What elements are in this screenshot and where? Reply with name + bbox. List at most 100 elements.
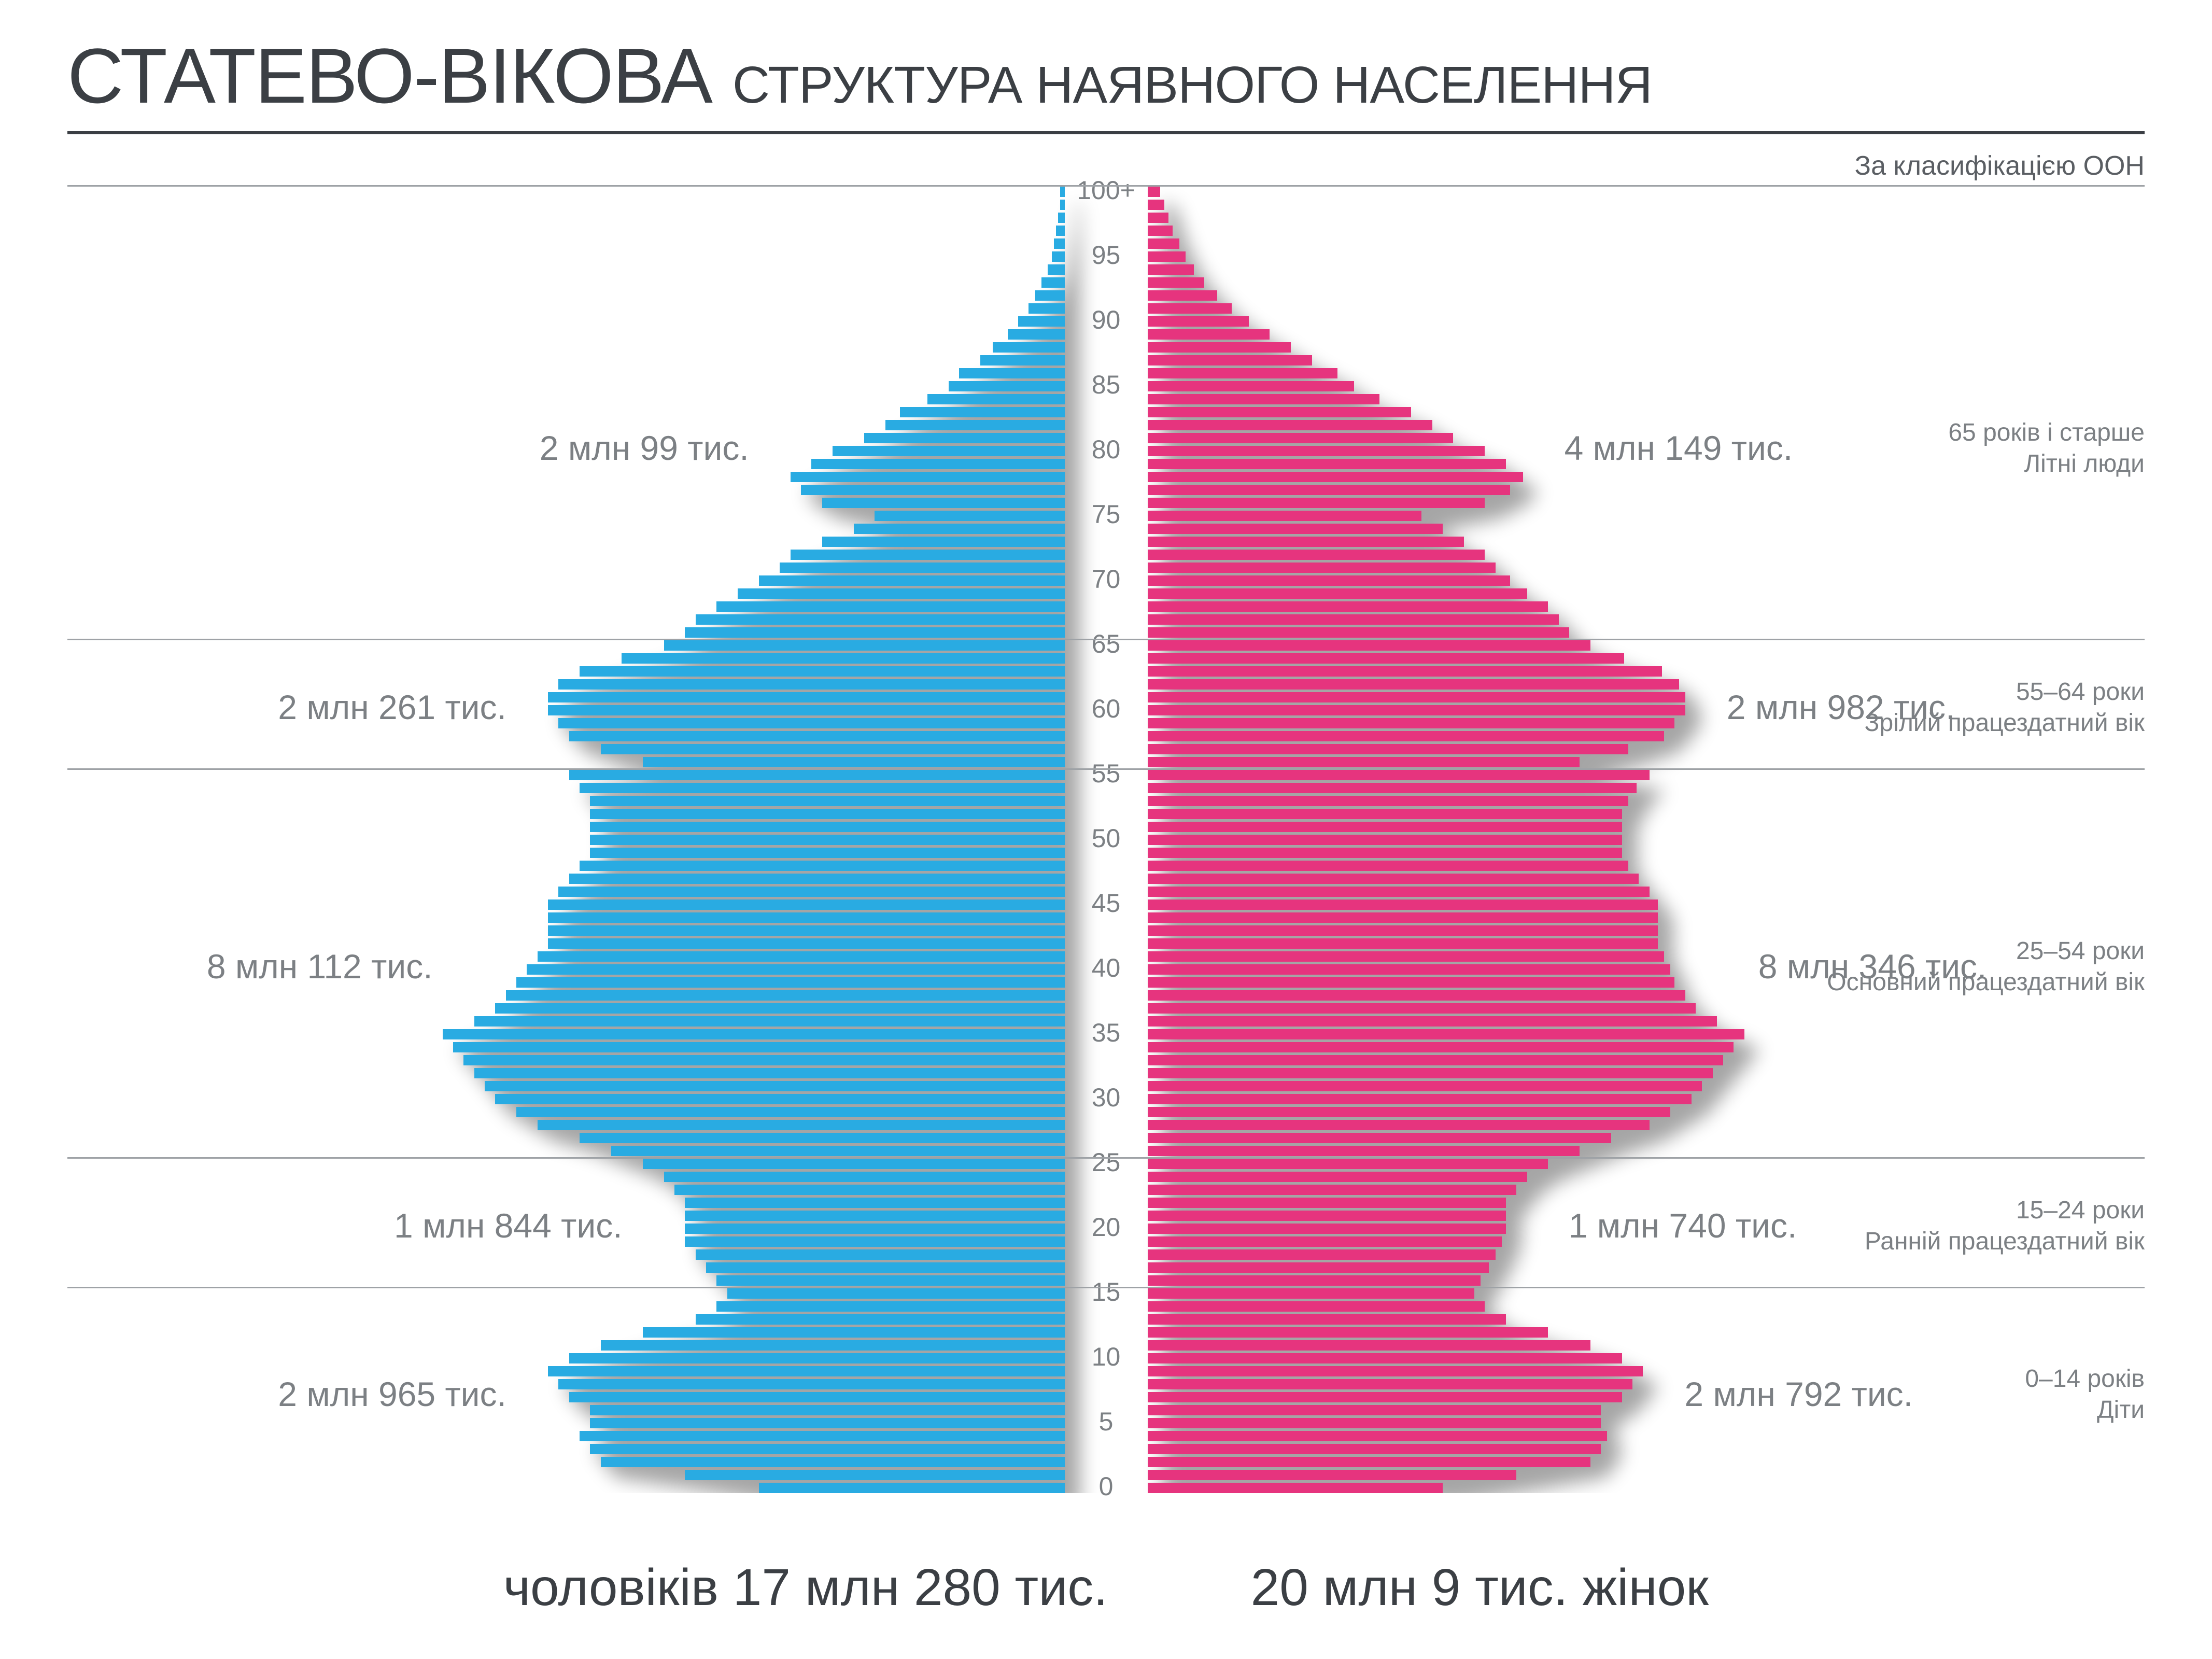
female-bar	[1148, 498, 1485, 508]
male-bar	[601, 1340, 1065, 1351]
female-bar	[1148, 887, 1650, 897]
female-bar	[1148, 744, 1628, 754]
female-bar	[1148, 757, 1580, 767]
male-bar	[1028, 303, 1064, 314]
age-tick-label: 25	[1067, 1147, 1145, 1177]
female-bar	[1148, 368, 1337, 378]
age-tick-label: 100+	[1067, 175, 1145, 205]
female-bar	[1148, 1146, 1580, 1156]
female-bar	[1148, 1301, 1485, 1312]
female-bar	[1148, 524, 1443, 534]
female-bar	[1148, 1016, 1717, 1027]
male-bar	[674, 1185, 1065, 1195]
female-bar	[1148, 1288, 1475, 1299]
female-bar	[1148, 1366, 1643, 1376]
male-bar	[685, 627, 1064, 638]
female-bar	[1148, 213, 1169, 223]
male-bar	[993, 342, 1064, 353]
male-group-total: 2 млн 99 тис.	[540, 428, 749, 468]
male-bar	[780, 563, 1064, 573]
female-bar	[1148, 575, 1511, 586]
female-bar	[1148, 1379, 1633, 1389]
male-bar	[1056, 226, 1064, 236]
female-bar	[1148, 1444, 1601, 1454]
female-bar	[1148, 938, 1658, 949]
female-bar	[1148, 1029, 1744, 1039]
female-bar	[1148, 718, 1675, 728]
male-bar	[716, 1301, 1064, 1312]
male-bar	[927, 394, 1064, 404]
age-tick-label: 70	[1067, 564, 1145, 594]
female-bar	[1148, 1353, 1622, 1363]
female-bar	[1148, 692, 1685, 702]
female-bar	[1148, 964, 1671, 975]
male-bar	[538, 951, 1065, 962]
age-tick-label: 80	[1067, 434, 1145, 465]
female-bar	[1148, 1211, 1506, 1221]
female-bar	[1148, 511, 1422, 521]
female-bar	[1148, 264, 1194, 275]
male-bar	[1060, 187, 1064, 197]
male-bar	[590, 835, 1064, 845]
age-tick-label: 75	[1067, 499, 1145, 529]
male-bar	[516, 977, 1065, 988]
male-group-total: 2 млн 261 тис.	[278, 687, 506, 727]
age-category-label: 15–24 рокиРанній працездатний вік	[1865, 1195, 2145, 1257]
female-bar	[1148, 835, 1622, 845]
female-bar	[1148, 731, 1665, 741]
male-bar	[685, 1211, 1064, 1221]
age-tick-label: 55	[1067, 758, 1145, 789]
male-bar	[643, 757, 1065, 767]
female-bar	[1148, 355, 1312, 365]
female-bar	[1148, 1340, 1590, 1351]
female-bar	[1148, 1094, 1692, 1104]
female-bar	[1148, 796, 1628, 806]
male-total-value: 17 млн 280 тис.	[733, 1558, 1108, 1616]
female-bar	[1148, 925, 1658, 936]
male-bar	[548, 692, 1065, 702]
female-bar	[1148, 1483, 1443, 1493]
female-bar	[1148, 1133, 1612, 1143]
title-sub: СТРУКТУРА НАЯВНОГО НАСЕЛЕННЯ	[732, 55, 1652, 115]
male-bar	[580, 1133, 1065, 1143]
male-bar	[516, 1107, 1065, 1117]
female-bar	[1148, 1042, 1734, 1052]
female-bar	[1148, 277, 1205, 288]
female-bar	[1148, 537, 1464, 547]
female-bar	[1148, 848, 1622, 858]
male-bar	[590, 1418, 1064, 1428]
classification-note: За класифікацією ООН	[1855, 150, 2145, 181]
female-bar	[1148, 200, 1165, 210]
age-tick-label: 60	[1067, 694, 1145, 724]
male-bar	[474, 1016, 1065, 1027]
age-tick-label: 20	[1067, 1212, 1145, 1242]
age-tick-label: 90	[1067, 305, 1145, 335]
male-bar	[685, 1236, 1064, 1247]
group-separator-line	[67, 639, 2145, 640]
male-bar	[791, 472, 1065, 482]
female-total-label: жінок	[1582, 1558, 1709, 1616]
female-bar	[1148, 1275, 1481, 1286]
female-bar	[1148, 290, 1217, 301]
female-bar	[1148, 1392, 1622, 1402]
female-bar	[1148, 407, 1411, 417]
female-bar	[1148, 420, 1432, 430]
age-tick-label: 65	[1067, 629, 1145, 659]
male-bar	[590, 1444, 1064, 1454]
male-bar	[580, 861, 1065, 871]
male-bar	[685, 1470, 1064, 1480]
female-bar	[1148, 705, 1685, 715]
female-bar	[1148, 1262, 1489, 1273]
female-bar	[1148, 1198, 1506, 1208]
male-bar	[1041, 277, 1065, 288]
female-group-total: 2 млн 792 тис.	[1684, 1374, 1913, 1414]
male-bar	[696, 614, 1065, 625]
female-bar	[1148, 614, 1559, 625]
female-bar	[1148, 251, 1186, 262]
male-bar	[548, 705, 1065, 715]
female-bar	[1148, 394, 1379, 404]
male-bar	[548, 899, 1065, 910]
male-bar	[506, 990, 1065, 1001]
male-bar	[706, 1262, 1065, 1273]
female-bar	[1148, 912, 1658, 923]
